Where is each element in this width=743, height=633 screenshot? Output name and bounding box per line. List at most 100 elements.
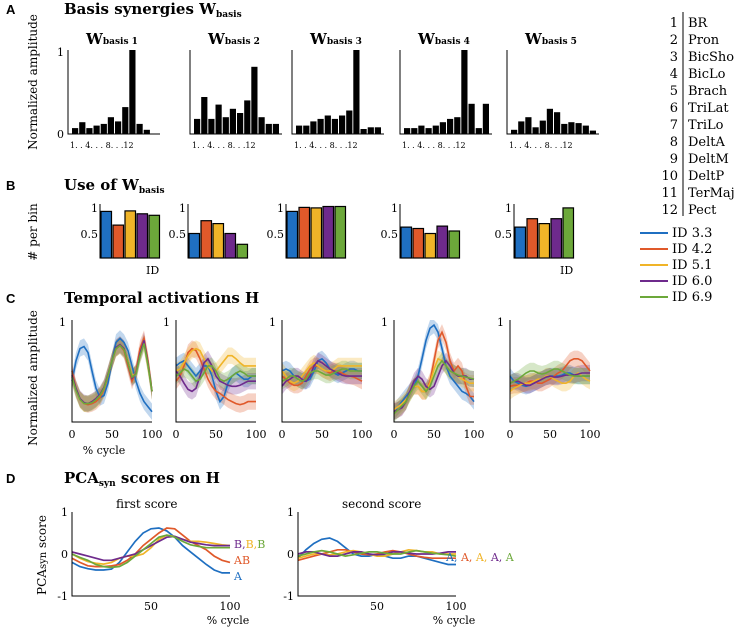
annotation-part-5: A	[505, 551, 515, 564]
annotation-part-1: A,	[445, 551, 461, 564]
panel-c-ytick-5: 1	[497, 316, 504, 329]
panel-b-bar-4-5	[448, 230, 461, 259]
muscle-legend-num-2: 2	[670, 33, 678, 48]
panel-d-ytick-2-0: 1	[287, 506, 294, 519]
panel-b-ytick-1-3: 1	[277, 202, 284, 215]
panel-a-bar-1-10	[136, 123, 143, 134]
panel-a-bar-3-2	[303, 125, 310, 134]
panel-a-bar-3-1	[296, 125, 303, 134]
panel-a-xticks-5: 1. . 4. . . 8. . .12	[509, 141, 573, 150]
panel-b-bar-2-3	[212, 223, 225, 259]
panel-a-bar-2-12	[272, 123, 279, 134]
panel-a-plot-3-title: Wbasis 3	[309, 30, 362, 48]
panel-c-plot-1-axes	[71, 320, 152, 423]
panel-a-bar-5-11	[582, 125, 589, 134]
panel-c: 1 0 50 100 1 0 50 100 1 0 50 100 1 0 50 100 1 0 50 100 % cyc…	[59, 316, 601, 457]
panel-a-bar-3-12	[374, 127, 381, 134]
panel-d-subtitle-2: second score	[342, 497, 421, 511]
title-sub: basis 3	[327, 37, 362, 47]
panel-b-bar-4-3	[424, 232, 437, 259]
panel-b-ytick-05-1: 0.5	[81, 228, 99, 241]
panel-c-xtick-3-0: 0	[279, 428, 286, 441]
panel-a-bar-5-7	[554, 112, 561, 134]
panel-a-bar-4-5	[432, 125, 439, 134]
muscle-legend-name-7: TriLo	[688, 118, 724, 133]
panel-c-ytick-4: 1	[381, 316, 388, 329]
muscle-legend-num-1: 1	[670, 16, 678, 31]
panel-c-xtick-5-100: 100	[580, 428, 601, 441]
panel-d-subtitle-1: first score	[116, 497, 177, 511]
panel-c-line-2-5	[175, 365, 256, 383]
panel-c-xtick-3-100: 100	[352, 428, 373, 441]
panel-d-xlabel-2: % cycle	[433, 614, 476, 627]
panel-b-ytick-05-2: 0.5	[169, 228, 187, 241]
panel-a-bar-2-1	[194, 118, 201, 134]
panel-c-plot-5-axes	[509, 320, 590, 423]
panel-a-plot-5-title: Wbasis 5	[524, 30, 577, 48]
panel-a-bar-5-9	[568, 122, 575, 134]
panel-a-bar-5-4	[532, 127, 539, 134]
panel-b-bar-3-4	[322, 205, 335, 259]
panel-a-bar-4-3	[418, 125, 425, 134]
panel-b-bar-1-3	[124, 210, 137, 259]
panel-a-bar-4-6	[439, 122, 446, 134]
panel-b-bar-1-4	[136, 213, 149, 259]
panel-d-line-1-3	[71, 534, 231, 565]
panel-d-line-2-4	[297, 551, 456, 557]
panel-a-bar-1-8	[122, 107, 129, 134]
panel-c-line-1-5	[71, 343, 153, 405]
subject-legend-label-5: ID 6.9	[672, 290, 712, 305]
panel-b-ytick-1-5: 1	[505, 202, 512, 215]
panel-c-band-2-2	[176, 340, 256, 413]
title-main: W	[309, 30, 328, 48]
muscle-legend-name-11: TerMaj	[688, 186, 735, 201]
panel-a-bar-3-4	[317, 118, 324, 134]
panel-c-ytick-1: 1	[59, 316, 66, 329]
panel-b-bar-2-4	[224, 232, 237, 259]
panel-b-bar-2-2	[200, 220, 213, 259]
panel-a-bar-1-9	[129, 50, 136, 134]
subject-legend-label-4: ID 6.0	[672, 274, 712, 289]
muscle-legend-name-5: Brach	[688, 84, 728, 99]
panel-c-line-2-4	[175, 357, 256, 393]
title-sub: basis 5	[542, 37, 577, 47]
panel-a-bar-2-11	[265, 123, 272, 134]
panel-a-bar-3-9	[353, 50, 360, 134]
panel-a-bar-1-4	[93, 125, 100, 134]
annotation-part-3: A,	[475, 551, 491, 564]
panel-c-ylabel: Normalized amplitude	[26, 310, 40, 446]
panel-letter-a: A	[6, 2, 16, 17]
muscle-legend-name-2: Pron	[688, 33, 720, 48]
panel-b-bar-2-1	[188, 232, 201, 259]
legend: 1 BR 2 Pron 3 BicSho 4 BicLo 5 Brach 6 TriLat 7 TriLo…	[640, 12, 735, 305]
panel-a-bar-4-9	[461, 50, 468, 134]
panel-a-bar-1-1	[72, 128, 79, 134]
panel-a-bar-2-2	[201, 97, 208, 134]
panel-a-bar-5-6	[546, 108, 553, 134]
panel-b-bar-1-1	[100, 210, 113, 259]
muscle-legend-num-10: 10	[661, 169, 678, 184]
panel-b-bar-5-3	[538, 223, 551, 259]
panel-c-xtick-4-0: 0	[391, 428, 398, 441]
muscle-legend-name-12: Pect	[688, 203, 717, 218]
panel-a-bar-3-3	[310, 121, 317, 134]
panel-a-bar-1-5	[100, 123, 107, 134]
panel-b-ytick-05-3: 0.5	[267, 228, 285, 241]
muscle-legend-name-8: DeltA	[688, 135, 725, 150]
annotation-part-2: A,	[460, 551, 476, 564]
panel-d-xtick-2-50: 50	[370, 600, 384, 613]
panel-c-line-4-5	[393, 359, 475, 415]
panel-b-bar-5-2	[526, 218, 539, 259]
panel-b-bar-2-5	[236, 243, 249, 259]
panel-a-bar-2-5	[222, 117, 229, 134]
panel-a-ylabel: Normalized amplitude	[26, 14, 40, 150]
panel-a-plot-2-title: Wbasis 2	[207, 30, 260, 48]
panel-b-ylabel: # per bin	[26, 203, 40, 261]
panel-a-bar-2-3	[208, 118, 215, 134]
panel-c-title: Temporal activations H	[64, 289, 259, 307]
muscle-legend-num-8: 8	[670, 135, 678, 150]
panel-d-plot-2-axes	[297, 512, 456, 597]
panel-d-line-1-2	[71, 527, 231, 568]
panel-b-bar-3-5	[334, 205, 347, 259]
panel-b-bar-5-1	[514, 226, 527, 259]
